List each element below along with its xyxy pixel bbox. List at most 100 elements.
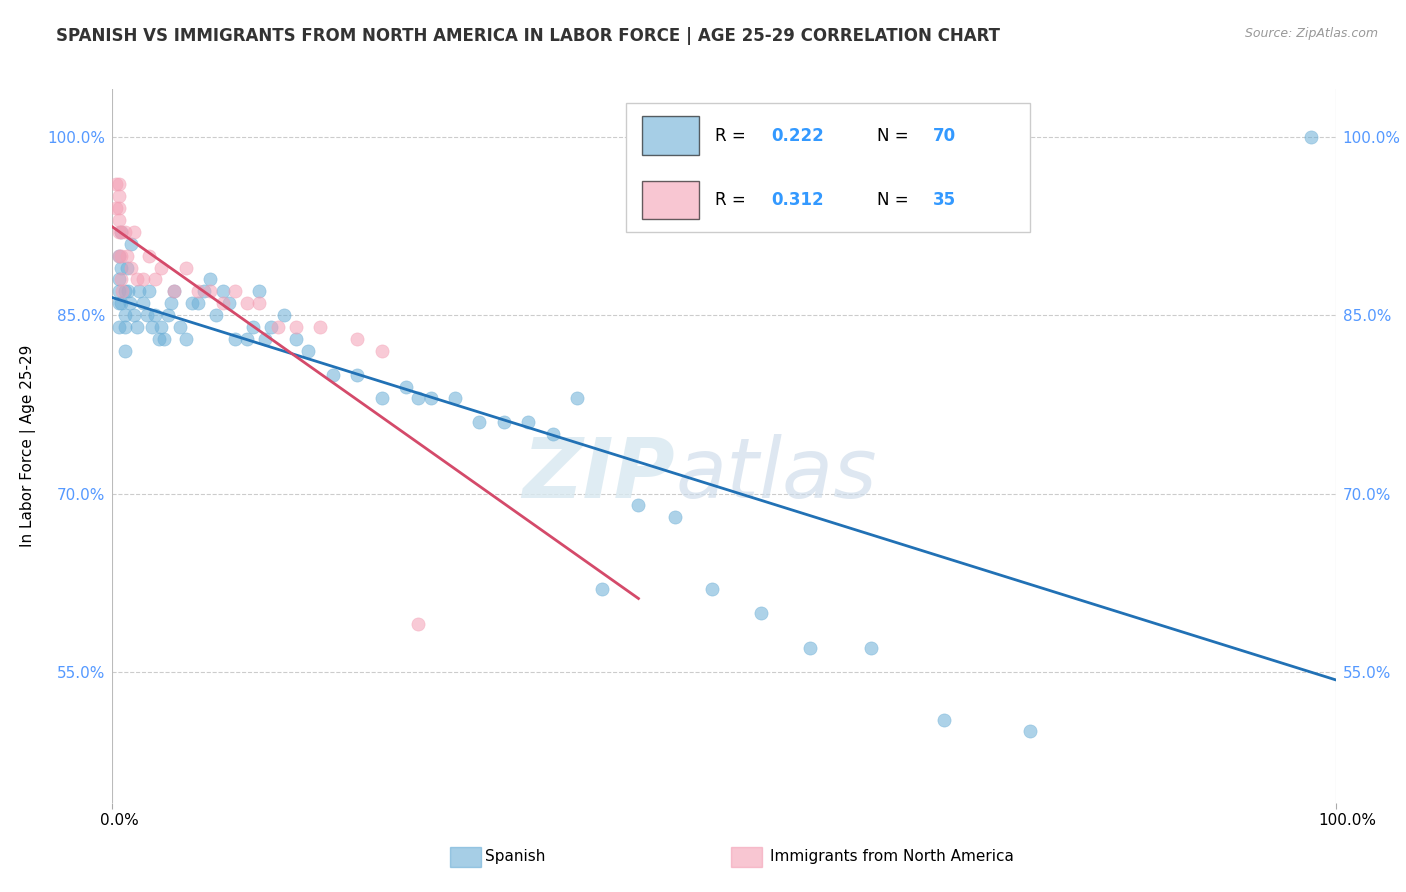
Point: [150, 260, 173, 275]
Point: [110, 225, 132, 239]
Point: [284, 332, 308, 346]
Point: [309, 320, 332, 334]
Point: [370, 392, 392, 406]
Point: [205, 308, 228, 322]
Point: [125, 320, 148, 334]
Point: [284, 320, 308, 334]
Point: [107, 201, 129, 215]
Point: [224, 285, 246, 299]
Text: ZIP: ZIP: [523, 434, 675, 515]
Point: [1018, 724, 1040, 739]
Point: [125, 272, 148, 286]
Point: [236, 296, 259, 310]
Point: [132, 272, 155, 286]
Point: [591, 582, 613, 596]
Point: [627, 499, 650, 513]
Point: [141, 320, 163, 334]
Point: [118, 296, 141, 310]
Point: [193, 285, 215, 299]
Text: 100.0%: 100.0%: [1317, 814, 1376, 828]
Point: [156, 308, 179, 322]
Point: [110, 296, 132, 310]
Point: [187, 285, 209, 299]
Point: [322, 368, 344, 382]
Point: [211, 285, 233, 299]
Point: [111, 285, 134, 299]
Point: [370, 343, 392, 358]
Point: [124, 308, 146, 322]
Point: [115, 260, 138, 275]
Point: [143, 308, 166, 322]
Point: [114, 225, 136, 239]
Point: [143, 272, 166, 286]
Point: [124, 225, 146, 239]
Point: [107, 296, 129, 310]
Point: [934, 713, 956, 727]
Point: [169, 320, 191, 334]
Point: [242, 320, 264, 334]
Point: [517, 415, 540, 429]
Point: [107, 285, 129, 299]
Point: [297, 343, 319, 358]
Point: [120, 260, 142, 275]
Point: [114, 285, 136, 299]
Point: [181, 296, 204, 310]
Y-axis label: In Labor Force | Age 25-29: In Labor Force | Age 25-29: [21, 345, 37, 547]
Point: [664, 510, 686, 524]
Point: [492, 415, 515, 429]
Point: [115, 249, 138, 263]
Point: [105, 201, 128, 215]
Point: [110, 225, 132, 239]
Point: [408, 617, 430, 632]
Point: [107, 189, 129, 203]
Point: [153, 332, 176, 346]
Point: [266, 320, 288, 334]
Point: [346, 368, 368, 382]
Point: [148, 332, 170, 346]
Point: [700, 582, 723, 596]
Point: [236, 332, 259, 346]
Point: [799, 641, 821, 656]
Point: [110, 260, 132, 275]
Point: [138, 249, 160, 263]
Point: [273, 308, 295, 322]
Point: [218, 296, 240, 310]
Point: [132, 296, 155, 310]
Text: Immigrants from North America: Immigrants from North America: [770, 849, 1014, 863]
Point: [247, 285, 270, 299]
Point: [107, 178, 129, 192]
Point: [859, 641, 882, 656]
Point: [135, 308, 157, 322]
Text: Spanish: Spanish: [485, 849, 546, 863]
Text: SPANISH VS IMMIGRANTS FROM NORTH AMERICA IN LABOR FORCE | AGE 25-29 CORRELATION : SPANISH VS IMMIGRANTS FROM NORTH AMERICA…: [56, 27, 1000, 45]
Point: [468, 415, 491, 429]
Point: [107, 249, 129, 263]
Point: [110, 249, 132, 263]
Point: [541, 427, 564, 442]
Point: [260, 320, 283, 334]
Point: [138, 285, 160, 299]
Point: [395, 379, 418, 393]
Point: [224, 332, 246, 346]
Point: [150, 320, 173, 334]
Point: [163, 285, 186, 299]
Point: [174, 332, 197, 346]
Point: [408, 392, 430, 406]
Point: [107, 225, 129, 239]
Point: [419, 392, 441, 406]
Point: [444, 392, 467, 406]
Point: [120, 236, 142, 251]
Point: [114, 320, 136, 334]
Point: [128, 285, 150, 299]
Point: [163, 285, 186, 299]
Point: [117, 285, 139, 299]
Point: [200, 285, 222, 299]
Text: 0.0%: 0.0%: [100, 814, 139, 828]
Point: [114, 343, 136, 358]
Point: [1301, 129, 1323, 144]
Point: [107, 249, 129, 263]
Point: [567, 392, 589, 406]
Point: [247, 296, 270, 310]
Point: [160, 296, 183, 310]
Point: [187, 296, 209, 310]
